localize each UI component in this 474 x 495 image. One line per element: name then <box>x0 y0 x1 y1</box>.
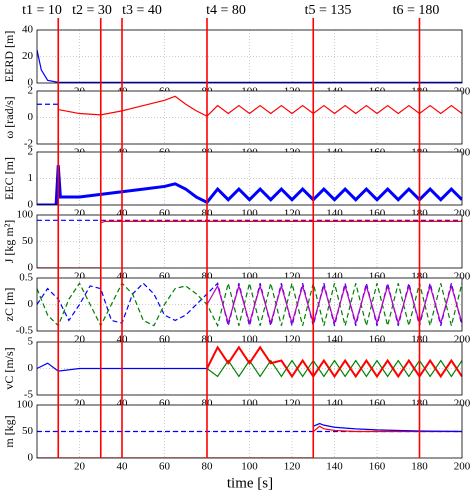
event-label: t3 = 40 <box>122 3 162 18</box>
y-tick-label: -5 <box>24 389 34 401</box>
event-label: t1 = 10 <box>22 3 62 18</box>
y-axis-label: EERD [m] <box>2 31 16 83</box>
x-tick-label: 200 <box>454 461 471 473</box>
y-tick-label: 0 <box>28 452 34 464</box>
plot-frame <box>36 277 463 332</box>
x-tick-label: 60 <box>159 398 171 410</box>
y-tick-label: 0 <box>28 77 34 89</box>
event-label: t4 = 80 <box>206 3 246 18</box>
x-tick-label: 120 <box>284 461 301 473</box>
y-tick-label: -0.5 <box>16 325 34 337</box>
panel: -50520406080100120140160180200vC [m/s] <box>2 336 471 410</box>
y-tick-label: 50 <box>22 235 34 247</box>
x-tick-label: 20 <box>74 208 86 220</box>
y-tick-label: -2 <box>24 138 33 150</box>
x-tick-label: 20 <box>74 334 86 346</box>
series-line <box>37 282 462 328</box>
x-tick-label: 20 <box>74 271 86 283</box>
x-tick-label: 60 <box>159 271 171 283</box>
y-axis-label: vC [m/s] <box>2 347 16 389</box>
y-tick-label: 0 <box>28 262 34 274</box>
y-axis-label: EEC [m] <box>2 157 16 200</box>
plot-frame <box>36 29 463 84</box>
panel: -20220406080100120140160180200ω [rad/s] <box>2 85 471 159</box>
event-label: t2 = 30 <box>72 3 112 18</box>
y-tick-label: 0.5 <box>19 272 33 284</box>
x-tick-label: 60 <box>159 334 171 346</box>
x-tick-label: 80 <box>202 461 214 473</box>
plot-frame <box>36 151 463 206</box>
y-tick-label: 50 <box>22 425 34 437</box>
x-tick-label: 60 <box>159 461 171 473</box>
y-tick-label: 100 <box>17 209 34 221</box>
y-tick-label: 40 <box>22 24 34 36</box>
y-tick-label: 5 <box>28 336 34 348</box>
x-axis-label: time [s] <box>227 475 273 491</box>
y-axis-label: m [kg] <box>2 415 16 447</box>
series-line <box>58 95 462 117</box>
series-line <box>37 49 462 83</box>
y-tick-label: 0 <box>28 199 34 211</box>
panel: 01220406080100120140160180200EEC [m] <box>2 146 471 220</box>
series-line <box>37 282 462 326</box>
y-tick-label: 20 <box>22 50 34 62</box>
panel: 05010020406080100120140160180200J [kg m²… <box>2 209 471 283</box>
event-label: t6 = 180 <box>393 3 440 18</box>
y-tick-label: 0 <box>28 111 34 123</box>
series-line <box>312 422 462 458</box>
y-tick-label: 1 <box>28 172 34 184</box>
plot-frame <box>36 404 463 459</box>
x-tick-label: 140 <box>326 461 343 473</box>
y-axis-label: ω [rad/s] <box>2 96 16 138</box>
x-tick-label: 160 <box>369 461 386 473</box>
y-axis-label: zC [m] <box>2 288 16 322</box>
x-tick-label: 40 <box>117 461 129 473</box>
y-tick-label: 2 <box>28 85 34 97</box>
x-tick-label: 20 <box>74 461 86 473</box>
y-tick-label: 100 <box>17 399 34 411</box>
y-tick-label: 0 <box>28 362 34 374</box>
x-tick-label: 180 <box>411 461 428 473</box>
event-label: t5 = 135 <box>305 3 352 18</box>
x-tick-label: 60 <box>159 208 171 220</box>
y-tick-label: 2 <box>28 146 34 158</box>
panel: 0 50 100 20 40 60 80 100 120 140 160 180 200 m [kg] <box>2 399 471 473</box>
series-line <box>37 362 207 372</box>
plot-frame <box>36 90 463 145</box>
plot-frame <box>36 214 463 269</box>
y-axis-label: J [kg m²] <box>2 220 16 264</box>
panel: 0204020406080100120140160180200EERD [m] <box>2 24 471 98</box>
plot-frame <box>36 341 463 396</box>
x-tick-label: 100 <box>241 461 258 473</box>
x-tick-label: 20 <box>74 398 86 410</box>
y-tick-label: 0 <box>28 298 34 310</box>
panel: -0.500.520406080100120140160180200zC [m] <box>2 272 471 346</box>
